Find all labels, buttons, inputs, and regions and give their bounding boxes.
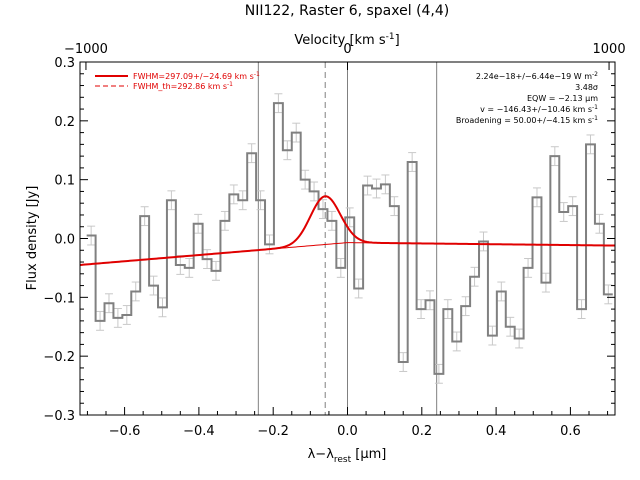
x-tick-label: −0.6 [109, 424, 141, 439]
gaussian-fit-line [79, 195, 616, 266]
annotations: 2.24e−18+/−6.44e−19 W m-2 3.48σ EQW = −2… [456, 71, 598, 125]
annotation-sigma: 3.48σ [575, 83, 598, 92]
spectrum-step-line [86, 102, 613, 375]
annotation-flux: 2.24e−18+/−6.44e−19 W m-2 [476, 71, 598, 81]
y-tick-label: −0.3 [43, 409, 75, 424]
top-tick-label: −1000 [64, 42, 108, 57]
x-tick-label: −0.4 [183, 424, 215, 439]
x-tick-label: 0.2 [411, 424, 432, 439]
x-axis-label: λ−λrest [μm] [308, 447, 387, 465]
y-tick-label: 0.2 [54, 115, 75, 130]
annotation-velocity: v = −146.43+/−10.46 km s-1 [480, 104, 598, 114]
x-tick-label: 0.0 [337, 424, 358, 439]
annotation-eqw: EQW = −2.13 μm [527, 94, 598, 103]
y-tick-label: 0.0 [54, 233, 75, 248]
top-axis-label: Velocity [km s-1] [294, 32, 399, 48]
y-tick-label: 0.1 [54, 174, 75, 189]
legend-label-fwhm-th: FWHM_th=292.86 km s-1 [133, 81, 233, 91]
plot-area: −0.6 −0.4 −0.2 0.0 0.2 0.4 0.6 −1000 0 1000 −0.3 −0… [43, 42, 625, 439]
x-tick-label: 0.6 [560, 424, 581, 439]
x-tick-label: −0.2 [257, 424, 289, 439]
error-bars [87, 93, 613, 384]
y-tick-label: 0.3 [54, 56, 75, 71]
annotation-broadening: Broadening = 50.00+/−4.15 km s-1 [456, 115, 598, 125]
legend-label-fwhm: FWHM=297.09+/−24.69 km s-1 [133, 71, 260, 81]
y-tick-label: −0.2 [43, 350, 75, 365]
y-tick-label: −0.1 [43, 291, 75, 306]
x-tick-label: 0.4 [486, 424, 507, 439]
top-tick-label: 1000 [593, 42, 626, 57]
top-tick-label: 0 [343, 42, 351, 57]
legend: FWHM=297.09+/−24.69 km s-1 FWHM_th=292.8… [95, 71, 260, 91]
y-axis-label: Flux density [Jy] [25, 186, 40, 291]
chart-title: NII122, Raster 6, spaxel (4,4) [245, 3, 450, 19]
